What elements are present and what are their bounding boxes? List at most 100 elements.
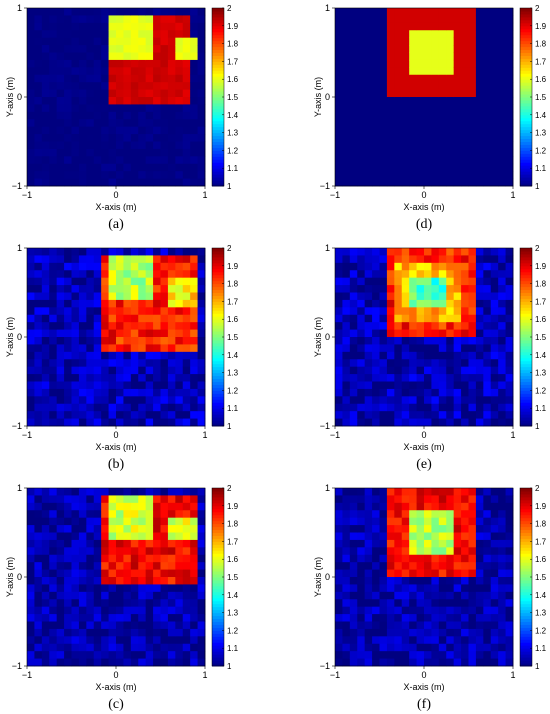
heatmap-cell bbox=[342, 171, 351, 179]
heatmap-cell bbox=[394, 163, 403, 172]
heatmap-cell bbox=[190, 577, 198, 585]
colorbar-segment bbox=[212, 313, 224, 317]
heatmap-cell bbox=[101, 30, 109, 39]
heatmap-cell bbox=[27, 396, 35, 405]
colorbar-segment bbox=[212, 256, 224, 261]
colorbar-segment bbox=[520, 499, 532, 504]
colorbar-segment bbox=[520, 574, 532, 578]
heatmap-cell bbox=[394, 307, 403, 316]
heatmap-cell bbox=[379, 554, 388, 563]
heatmap-cell bbox=[372, 351, 380, 360]
heatmap-cell bbox=[175, 344, 184, 353]
colorbar-tick-label: 2 bbox=[227, 4, 232, 13]
heatmap-cell bbox=[108, 148, 117, 157]
heatmap-cell bbox=[461, 344, 469, 353]
heatmap-cell bbox=[453, 591, 462, 600]
heatmap-cell bbox=[190, 591, 198, 600]
heatmap-cell bbox=[190, 134, 198, 142]
heatmap-cell bbox=[167, 621, 176, 630]
heatmap-cell bbox=[424, 547, 432, 556]
heatmap-cell bbox=[453, 554, 462, 563]
heatmap-cell bbox=[182, 374, 191, 382]
heatmap-cell bbox=[379, 8, 388, 16]
heatmap-cell bbox=[123, 599, 132, 608]
heatmap-cell bbox=[190, 285, 198, 293]
heatmap-cell bbox=[190, 517, 198, 526]
heatmap-cell bbox=[357, 104, 366, 113]
heatmap-cell bbox=[182, 22, 191, 31]
heatmap-cell bbox=[160, 178, 169, 187]
colorbar-segment bbox=[520, 624, 532, 628]
heatmap-cell bbox=[123, 411, 132, 419]
heatmap-cell bbox=[49, 614, 58, 622]
heatmap-cell bbox=[153, 381, 161, 390]
colorbar-segment bbox=[212, 322, 224, 326]
heatmap-cell bbox=[116, 569, 124, 578]
heatmap-cell bbox=[431, 554, 440, 563]
heatmap-cell bbox=[335, 262, 343, 271]
heatmap-cell bbox=[145, 270, 154, 279]
heatmap-cell bbox=[130, 314, 139, 323]
heatmap-cell bbox=[138, 577, 147, 585]
heatmap-cell bbox=[116, 22, 124, 31]
heatmap-cell bbox=[357, 658, 366, 667]
heatmap-cell bbox=[116, 262, 124, 271]
heatmap-cell bbox=[349, 374, 358, 382]
colorbar-segment bbox=[520, 663, 532, 667]
heatmap-cell bbox=[446, 337, 455, 345]
heatmap-cell bbox=[468, 510, 477, 519]
heatmap-cell bbox=[446, 418, 455, 427]
heatmap-cell bbox=[394, 658, 403, 667]
heatmap-cell bbox=[483, 59, 492, 68]
heatmap-cell bbox=[498, 591, 506, 600]
heatmap-cell bbox=[394, 532, 403, 541]
heatmap-cell bbox=[41, 15, 50, 24]
heatmap-cell bbox=[453, 569, 462, 578]
heatmap-cell bbox=[64, 59, 72, 68]
heatmap-cell bbox=[71, 591, 80, 600]
heatmap-cell bbox=[123, 148, 132, 157]
panel-label: (f) bbox=[417, 697, 431, 712]
heatmap-cell bbox=[190, 59, 198, 68]
heatmap-cell bbox=[379, 307, 388, 316]
heatmap-cell bbox=[431, 52, 440, 61]
colorbar-segment bbox=[212, 94, 224, 98]
heatmap-cell bbox=[56, 547, 65, 556]
heatmap-cell bbox=[123, 104, 132, 113]
colorbar-segment bbox=[212, 46, 224, 51]
heatmap-cell bbox=[342, 329, 351, 338]
colorbar-segment bbox=[520, 408, 532, 412]
heatmap-cell bbox=[357, 606, 366, 615]
heatmap-cell bbox=[145, 8, 154, 16]
heatmap-cell bbox=[175, 411, 184, 419]
heatmap-cell bbox=[138, 591, 147, 600]
heatmap-cell bbox=[116, 126, 124, 135]
heatmap-cell bbox=[116, 351, 124, 360]
heatmap-cell bbox=[182, 517, 191, 526]
heatmap-cell bbox=[41, 628, 50, 637]
heatmap-cell bbox=[505, 277, 514, 286]
heatmap-cell bbox=[483, 285, 492, 293]
heatmap-cell bbox=[349, 411, 358, 419]
heatmap-cell bbox=[490, 577, 499, 585]
colorbar-segment bbox=[520, 304, 532, 308]
heatmap-cell bbox=[71, 45, 80, 53]
heatmap-cell bbox=[490, 643, 499, 652]
colorbar-segment bbox=[520, 648, 532, 652]
heatmap-cell bbox=[386, 517, 395, 526]
heatmap-cell bbox=[78, 37, 87, 46]
heatmap-cell bbox=[431, 403, 440, 412]
heatmap-cell bbox=[190, 539, 198, 548]
heatmap-cell bbox=[490, 322, 499, 330]
heatmap-cell bbox=[416, 52, 425, 61]
heatmap-cell bbox=[49, 396, 58, 405]
heatmap-cell bbox=[34, 396, 43, 405]
colorbar-segment bbox=[212, 295, 224, 299]
heatmap-cell bbox=[197, 37, 206, 46]
colorbar-tick-label: 1.2 bbox=[227, 386, 239, 395]
colorbar-segment bbox=[212, 141, 224, 145]
heatmap-cell bbox=[34, 30, 43, 39]
heatmap-cell bbox=[56, 314, 65, 323]
heatmap-cell bbox=[153, 82, 161, 90]
heatmap-cell bbox=[108, 329, 117, 338]
